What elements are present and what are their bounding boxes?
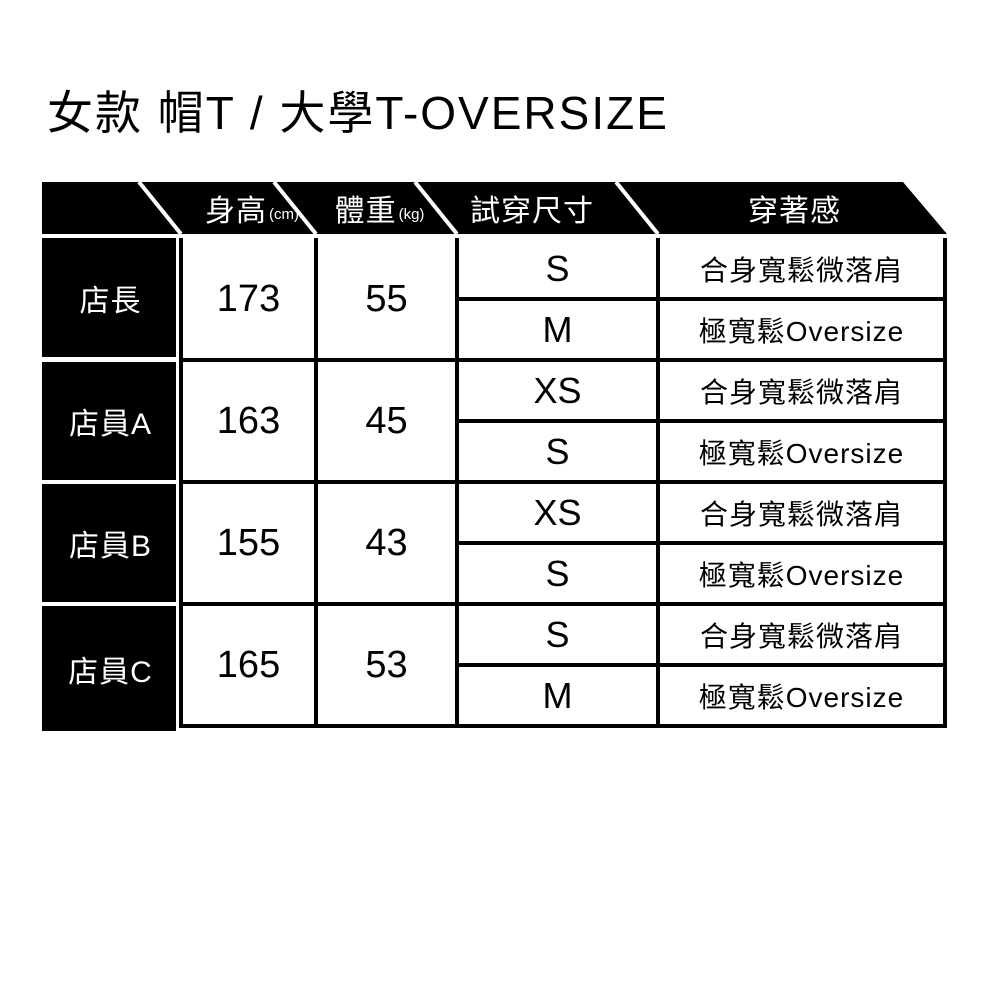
try-on-size: XS: [533, 369, 582, 411]
staff-name-cell: 店長: [42, 238, 179, 357]
header-background-shape: [42, 182, 947, 234]
fit-feel: 合身寬鬆微落肩: [699, 498, 903, 530]
weight-value: 45: [365, 399, 408, 442]
page-title: 女款 帽T / 大學T-OVERSIZE: [47, 87, 669, 139]
try-on-size: M: [542, 674, 573, 716]
try-on-size: S: [545, 552, 570, 594]
fit-feel: 極寬鬆Oversize: [698, 681, 905, 713]
header-diagonal-separator: [137, 182, 183, 236]
header-diagonal-separator: [413, 182, 459, 236]
weight-value: 43: [365, 521, 408, 564]
try-on-size: S: [545, 430, 570, 472]
column-header-feel: 穿著感: [682, 182, 907, 234]
height-value: 163: [216, 399, 281, 442]
staff-name-cell: 店員A: [42, 362, 179, 480]
fit-feel: 極寬鬆Oversize: [698, 315, 905, 347]
subrow-border: [455, 419, 947, 423]
height-value: 155: [216, 521, 281, 564]
size-chart-table: 身高 (cm) 體重 (kg) 試穿尺寸 穿著感 店長 173 55 S 合身寬…: [42, 182, 947, 734]
fit-feel: 合身寬鬆微落肩: [699, 620, 903, 652]
subrow-border: [455, 663, 947, 667]
fit-feel: 極寬鬆Oversize: [698, 559, 905, 591]
column-header-height: 身高 (cm): [182, 182, 322, 234]
try-on-size: XS: [533, 491, 582, 533]
weight-unit-label: (kg): [398, 205, 425, 223]
subrow-border: [455, 541, 947, 545]
try-on-size: S: [545, 247, 570, 289]
height-unit-label: (cm): [269, 205, 299, 223]
weight-value: 53: [365, 643, 408, 686]
feel-label: 穿著感: [748, 195, 841, 228]
size-label: 試穿尺寸: [470, 195, 594, 228]
header-diagonal-separator: [272, 182, 318, 236]
column-header-size: 試穿尺寸: [462, 182, 602, 234]
try-on-size: S: [545, 613, 570, 655]
try-on-size: M: [542, 308, 573, 350]
header-diagonal-separator: [614, 182, 660, 236]
subrow-border: [455, 297, 947, 301]
table-header-band: [42, 182, 947, 236]
column-header-weight: 體重 (kg): [317, 182, 442, 234]
fit-feel: 極寬鬆Oversize: [698, 437, 905, 469]
row-border: [179, 602, 947, 606]
fit-feel: 合身寬鬆微落肩: [699, 254, 903, 286]
height-value: 173: [216, 277, 281, 320]
height-value: 165: [216, 643, 281, 686]
fit-feel: 合身寬鬆微落肩: [699, 376, 903, 408]
row-border: [179, 358, 947, 362]
staff-name-cell: 店員B: [42, 484, 179, 602]
table-bottom-border: [179, 724, 947, 728]
row-border: [179, 480, 947, 484]
staff-name-cell: 店員C: [42, 606, 179, 731]
weight-label: 體重: [334, 195, 397, 228]
weight-value: 55: [365, 277, 408, 320]
height-label: 身高: [205, 195, 267, 228]
